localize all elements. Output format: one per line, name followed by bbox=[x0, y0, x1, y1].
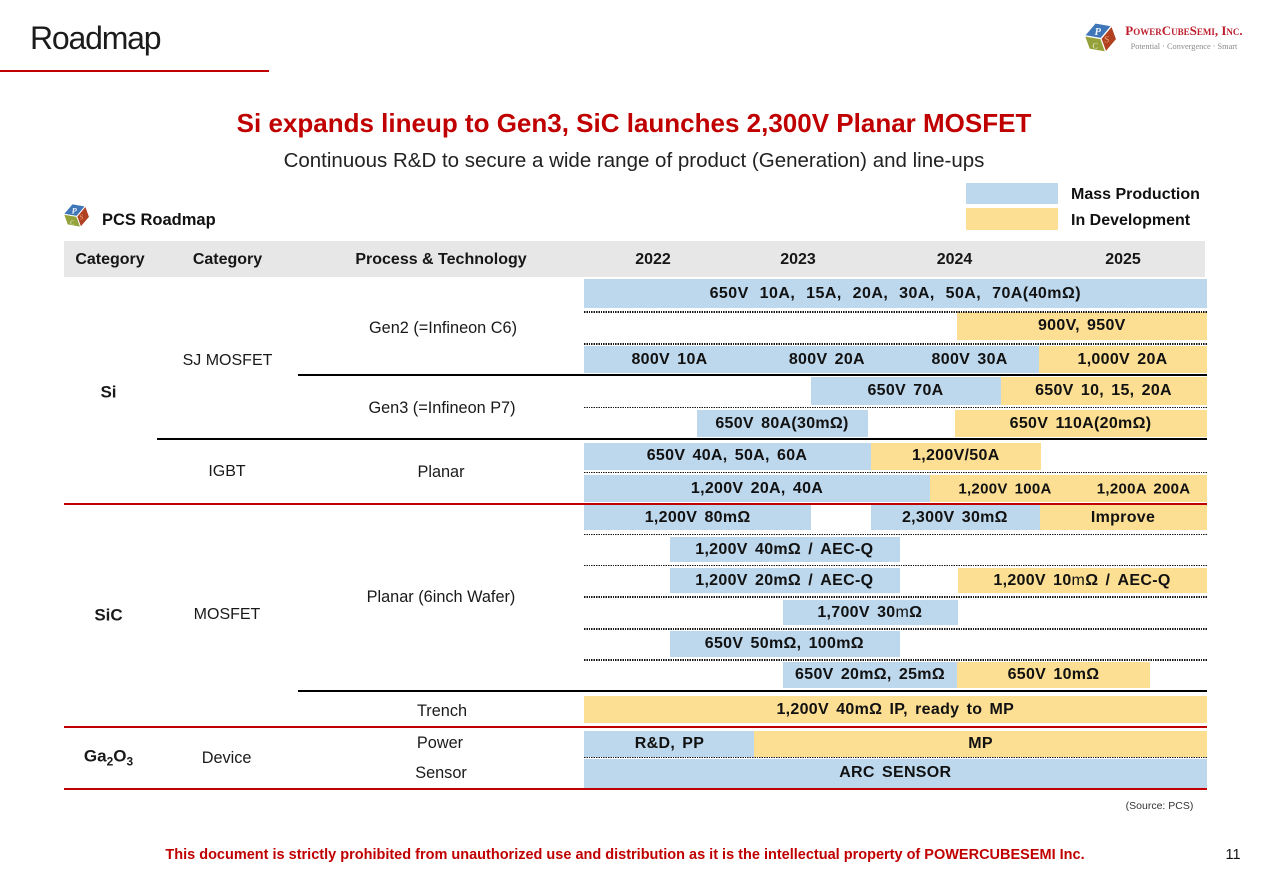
svg-text:C: C bbox=[1093, 42, 1098, 51]
svg-text:P: P bbox=[1094, 27, 1101, 38]
svg-text:C: C bbox=[70, 220, 74, 227]
svg-text:S: S bbox=[1104, 35, 1109, 45]
svg-text:S: S bbox=[79, 213, 83, 222]
svg-text:P: P bbox=[72, 206, 78, 216]
